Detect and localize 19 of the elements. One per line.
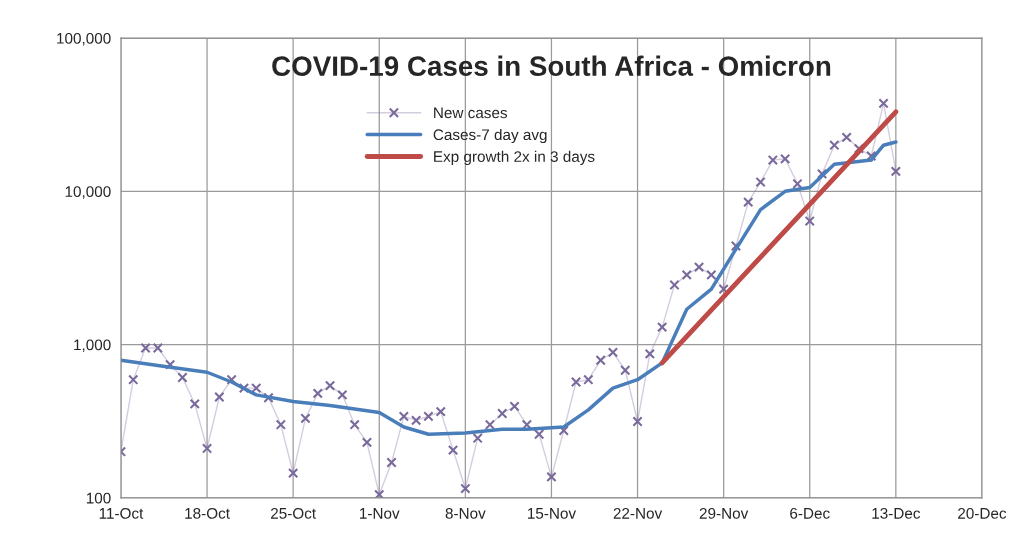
x-tick-label: 11-Oct	[99, 507, 144, 519]
y-tick-label: 100	[86, 492, 111, 504]
y-tick-label: 1,000	[74, 339, 111, 353]
legend-label: Cases-7 day avg	[433, 128, 547, 144]
x-tick-label: 6-Dec	[790, 507, 830, 519]
y-tick-label: 10,000	[65, 186, 111, 199]
legend-label: Exp growth 2x in 3 days	[434, 150, 595, 165]
x-tick-label: 8-Nov	[445, 507, 486, 519]
x-tick-label: 1-Nov	[360, 508, 400, 519]
x-tick-label: 20-Dec	[958, 507, 1007, 519]
legend-label: New cases	[434, 107, 508, 119]
x-tick-label: 13-Dec	[872, 507, 921, 519]
x-tick-label: 15-Nov	[527, 508, 577, 519]
x-tick-label: 22-Nov	[613, 507, 663, 519]
x-tick-label: 25-Oct	[271, 507, 316, 519]
x-tick-label: 29-Nov	[699, 507, 749, 519]
y-tick-label: 100,000	[57, 32, 111, 46]
chart-title: COVID-19 Cases in South Africa - Omicron	[272, 55, 831, 76]
x-tick-label: 18-Oct	[185, 507, 230, 519]
